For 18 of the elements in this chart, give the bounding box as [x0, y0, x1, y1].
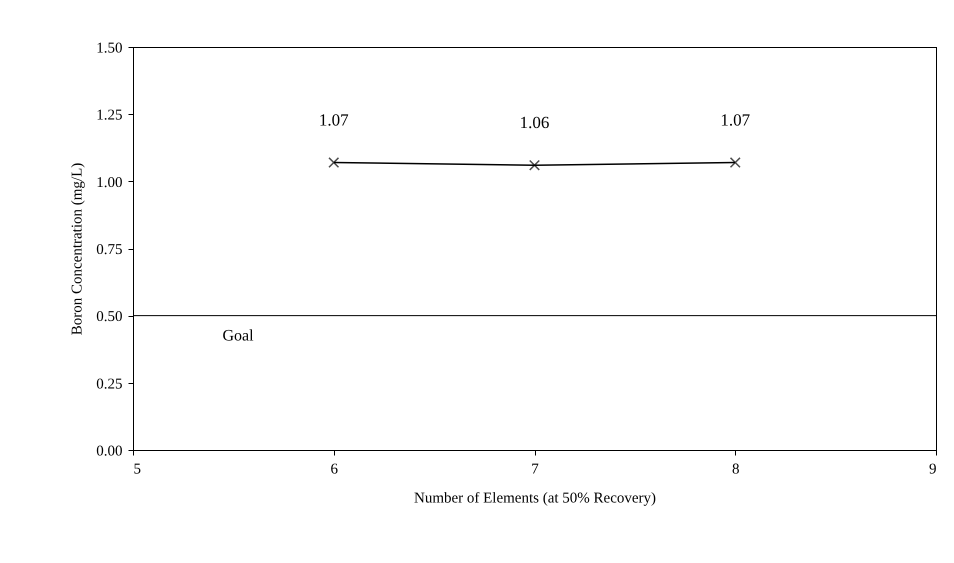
- x-tick-label: 8: [732, 462, 740, 478]
- y-tick-label: 0.00: [96, 444, 122, 460]
- x-tick-label: 5: [134, 462, 141, 478]
- y-tick-label: 0.50: [96, 309, 122, 326]
- data-label: 1.06: [520, 113, 550, 132]
- ref-line-label: Goal: [222, 328, 254, 345]
- x-axis-title: Number of Elements (at 50% Recovery): [414, 490, 656, 506]
- y-tick-label: 1.25: [96, 108, 122, 124]
- y-tick-label: 1.50: [96, 40, 122, 56]
- y-tick-label: 0.25: [96, 376, 122, 392]
- y-tick-label: 0.75: [96, 242, 122, 258]
- x-tick-label: 7: [531, 462, 540, 478]
- x-tick-label: 6: [330, 462, 338, 478]
- x-tick-label: 9: [929, 462, 936, 478]
- data-label: 1.07: [318, 110, 350, 130]
- data-label: 1.07: [720, 110, 751, 130]
- y-tick-label: 1.00: [96, 174, 122, 191]
- y-axis-title: Boron Concentration (mg/L): [69, 162, 86, 336]
